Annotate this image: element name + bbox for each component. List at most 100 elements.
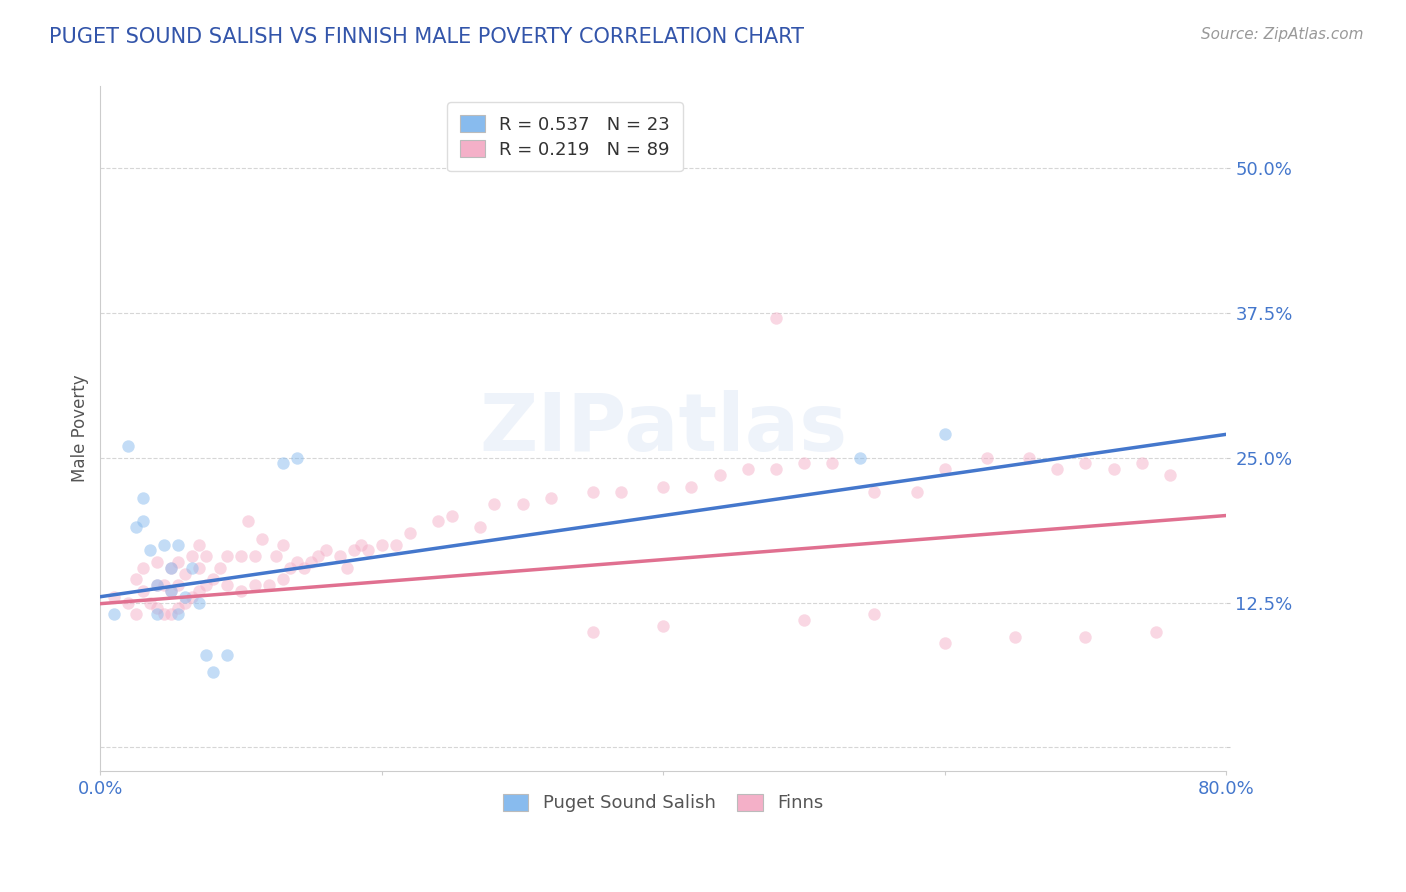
Point	[765, 311, 787, 326]
Point	[737, 462, 759, 476]
Point	[308, 549, 330, 563]
Point	[427, 514, 450, 528]
Point	[117, 595, 139, 609]
Text: PUGET SOUND SALISH VS FINNISH MALE POVERTY CORRELATION CHART: PUGET SOUND SALISH VS FINNISH MALE POVER…	[49, 27, 804, 46]
Point	[793, 456, 815, 470]
Point	[236, 514, 259, 528]
Point	[138, 595, 160, 609]
Point	[201, 665, 224, 679]
Point	[145, 607, 167, 621]
Point	[934, 636, 956, 650]
Point	[610, 485, 633, 500]
Point	[271, 537, 294, 551]
Point	[131, 560, 153, 574]
Point	[709, 467, 731, 482]
Point	[187, 560, 209, 574]
Y-axis label: Male Poverty: Male Poverty	[72, 375, 89, 483]
Point	[821, 456, 844, 470]
Point	[582, 485, 605, 500]
Point	[166, 537, 188, 551]
Point	[243, 549, 266, 563]
Point	[271, 572, 294, 586]
Point	[329, 549, 352, 563]
Point	[152, 537, 174, 551]
Point	[264, 549, 287, 563]
Point	[215, 578, 238, 592]
Point	[159, 607, 181, 621]
Point	[208, 560, 231, 574]
Point	[103, 590, 125, 604]
Point	[863, 607, 886, 621]
Point	[145, 578, 167, 592]
Point	[166, 607, 188, 621]
Point	[194, 648, 217, 662]
Point	[187, 537, 209, 551]
Point	[1130, 456, 1153, 470]
Point	[336, 560, 359, 574]
Point	[124, 607, 146, 621]
Point	[131, 514, 153, 528]
Point	[159, 583, 181, 598]
Point	[250, 532, 273, 546]
Point	[441, 508, 464, 523]
Point	[159, 583, 181, 598]
Point	[180, 560, 202, 574]
Point	[934, 427, 956, 442]
Point	[187, 583, 209, 598]
Point	[905, 485, 928, 500]
Point	[315, 543, 337, 558]
Point	[271, 456, 294, 470]
Point	[152, 578, 174, 592]
Point	[765, 462, 787, 476]
Point	[1074, 630, 1097, 644]
Point	[399, 525, 422, 540]
Point	[215, 648, 238, 662]
Point	[652, 618, 675, 632]
Point	[194, 549, 217, 563]
Point	[152, 607, 174, 621]
Point	[976, 450, 998, 465]
Point	[131, 583, 153, 598]
Point	[1102, 462, 1125, 476]
Point	[681, 479, 703, 493]
Point	[1046, 462, 1069, 476]
Point	[138, 543, 160, 558]
Point	[371, 537, 394, 551]
Point	[215, 549, 238, 563]
Point	[201, 572, 224, 586]
Point	[187, 595, 209, 609]
Point	[131, 491, 153, 505]
Point	[180, 549, 202, 563]
Point	[1144, 624, 1167, 639]
Point	[145, 578, 167, 592]
Point	[1159, 467, 1181, 482]
Point	[103, 607, 125, 621]
Point	[1018, 450, 1040, 465]
Point	[301, 555, 323, 569]
Text: ZIPatlas: ZIPatlas	[479, 390, 848, 467]
Point	[173, 595, 195, 609]
Point	[145, 601, 167, 615]
Point	[470, 520, 492, 534]
Point	[357, 543, 380, 558]
Point	[194, 578, 217, 592]
Point	[343, 543, 366, 558]
Text: Source: ZipAtlas.com: Source: ZipAtlas.com	[1201, 27, 1364, 42]
Point	[540, 491, 562, 505]
Point	[180, 590, 202, 604]
Point	[793, 613, 815, 627]
Point	[385, 537, 408, 551]
Point	[287, 450, 309, 465]
Point	[159, 560, 181, 574]
Legend: Puget Sound Salish, Finns: Puget Sound Salish, Finns	[492, 783, 834, 823]
Point	[229, 583, 252, 598]
Point	[278, 560, 301, 574]
Point	[159, 560, 181, 574]
Point	[287, 555, 309, 569]
Point	[652, 479, 675, 493]
Point	[166, 601, 188, 615]
Point	[1074, 456, 1097, 470]
Point	[117, 439, 139, 453]
Point	[257, 578, 280, 592]
Point	[124, 572, 146, 586]
